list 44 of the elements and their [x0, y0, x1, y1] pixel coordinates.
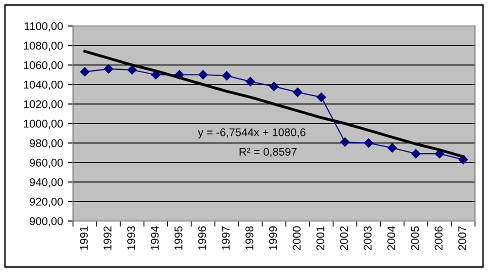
x-tick-label: 2002 — [340, 226, 348, 250]
y-tick-label: 1080,00 — [24, 42, 63, 51]
y-tick-label: 920,00 — [30, 198, 63, 207]
x-tick-label: 2003 — [364, 226, 372, 250]
x-tick-label: 1994 — [150, 226, 159, 250]
point — [388, 143, 397, 152]
x-tick-label: 1993 — [127, 226, 136, 250]
x-tick-label: 1991 — [80, 226, 88, 250]
y-tick-label: 940,00 — [30, 178, 63, 188]
annotation: R² = 0,8597 — [240, 148, 297, 158]
x-tick-label: 2006 — [434, 226, 443, 250]
x-tick-label: 1996 — [198, 226, 206, 250]
point — [364, 138, 374, 148]
y-tick-label: 1060,00 — [24, 61, 63, 70]
y-tick-label: 1100,00 — [24, 22, 63, 32]
x-tick-label: 1998 — [245, 226, 254, 250]
x-tick-label: 2007 — [458, 226, 466, 250]
point — [222, 71, 232, 80]
x-tick-label: 1992 — [104, 226, 112, 250]
x-tick-label: 1995 — [174, 226, 182, 250]
point — [340, 137, 350, 147]
point — [434, 149, 444, 158]
y-tick-label: 1040,00 — [24, 80, 63, 90]
y-tick-label: 1000,00 — [24, 120, 63, 129]
y-tick-label: 1020,00 — [24, 100, 63, 110]
y-tick-label: 900,00 — [30, 217, 63, 226]
x-tick-label: 2005 — [410, 226, 419, 250]
x-tick-label: 2000 — [292, 226, 301, 250]
point — [269, 82, 279, 92]
x-tick-label: 1997 — [222, 226, 230, 250]
y-tick-label: 980,00 — [30, 139, 63, 148]
y-tick-label: 960,00 — [30, 158, 63, 168]
annotation: y = -6,7544x + 1080,6 — [198, 128, 306, 138]
x-tick-label: 2001 — [316, 226, 324, 250]
point — [127, 65, 137, 74]
x-tick-label: 1999 — [269, 226, 277, 250]
point — [80, 67, 90, 76]
point — [246, 76, 255, 86]
point — [104, 64, 114, 74]
point — [198, 70, 208, 80]
point — [316, 92, 326, 102]
point — [411, 149, 421, 158]
point — [293, 88, 302, 97]
x-tick-label: 2004 — [387, 226, 396, 250]
